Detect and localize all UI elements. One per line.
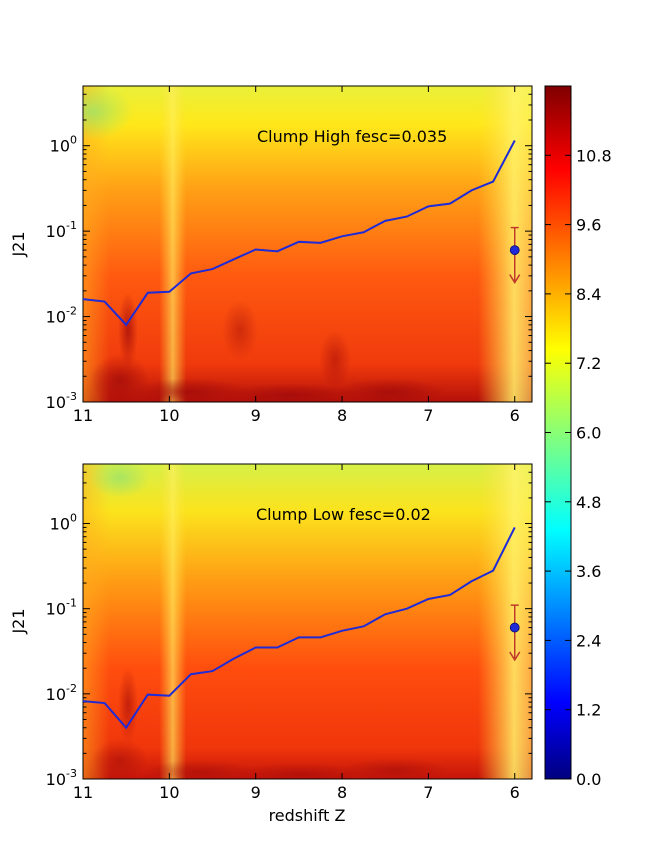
x-tick-label: 10 — [159, 406, 179, 425]
axis-ticks-top: 11 10 9 8 7 6 10-3 10-2 10-1 100 — [46, 85, 532, 425]
x-axis-label: redshift Z — [269, 806, 346, 825]
observation-point — [509, 245, 520, 255]
panel-bottom: 11 10 9 8 7 6 10-3 10-2 10-1 100 Clump Low fesc=0… — [9, 463, 533, 825]
panel-top: 11 10 9 8 7 6 10-3 10-2 10-1 100 Clump High fesc=… — [9, 85, 533, 425]
annotation-bottom: Clump Low fesc=0.02 — [256, 505, 431, 524]
y-tick-label: 10-3 — [46, 767, 77, 789]
x-tick-label: 9 — [251, 783, 261, 802]
y-tick-label: 100 — [50, 512, 77, 534]
x-tick-label: 6 — [510, 783, 520, 802]
colorbar-tick-label: 1.2 — [576, 701, 601, 720]
colorbar-tick-label: 10.8 — [576, 146, 612, 165]
colorbar-tick-label: 6.0 — [576, 424, 601, 443]
colorbar-tick-label: 9.6 — [576, 216, 601, 235]
observation-upper-limit-arrow — [509, 651, 521, 662]
observation-point — [509, 622, 520, 633]
y-axis-label-top: J21 — [9, 231, 28, 257]
x-tick-label: 11 — [73, 406, 93, 425]
series-line-mean-j21 — [82, 526, 516, 730]
annotation-top: Clump High fesc=0.035 — [257, 127, 447, 146]
colorbar-tick-label: 8.4 — [576, 285, 601, 304]
x-tick-label: 11 — [73, 783, 93, 802]
observation-upper-limit-arrow — [509, 274, 521, 284]
y-axis-label-bottom: J21 — [9, 608, 28, 634]
x-tick-label: 7 — [423, 783, 433, 802]
y-tick-label: 10-1 — [46, 219, 77, 241]
x-tick-label: 10 — [159, 783, 179, 802]
series-line-mean-j21 — [82, 140, 516, 327]
y-tick-label: 10-3 — [46, 390, 77, 412]
y-tick-label: 10-2 — [46, 682, 77, 704]
colorbar-tick-label: 0.0 — [576, 770, 601, 789]
heatmap-field-bottom — [83, 464, 532, 779]
y-tick-label: 10-2 — [46, 305, 77, 327]
x-tick-label: 7 — [423, 406, 433, 425]
colorbar-tick-label: 2.4 — [576, 631, 601, 650]
colorbar-tick-label: 7.2 — [576, 354, 601, 373]
colorbar-tick-label: 3.6 — [576, 562, 601, 581]
heatmap-field-top — [83, 86, 532, 402]
colorbar-tick-label: 4.8 — [576, 493, 601, 512]
colorbar-ticks: 0.0 1.2 2.4 3.6 4.8 6.0 7.2 8.4 9.6 10.8 — [545, 146, 612, 789]
y-tick-label: 10-1 — [46, 597, 77, 619]
data-marks-bottom — [82, 526, 521, 730]
axis-ticks-bottom: 11 10 9 8 7 6 10-3 10-2 10-1 100 — [46, 463, 532, 802]
y-tick-label: 100 — [50, 134, 77, 156]
data-marks-top — [82, 140, 521, 327]
colorbar: 0.0 1.2 2.4 3.6 4.8 6.0 7.2 8.4 9.6 10.8 — [544, 85, 612, 789]
x-tick-label: 9 — [251, 406, 261, 425]
x-tick-label: 8 — [337, 783, 347, 802]
x-tick-label: 8 — [337, 406, 347, 425]
x-tick-label: 6 — [510, 406, 520, 425]
